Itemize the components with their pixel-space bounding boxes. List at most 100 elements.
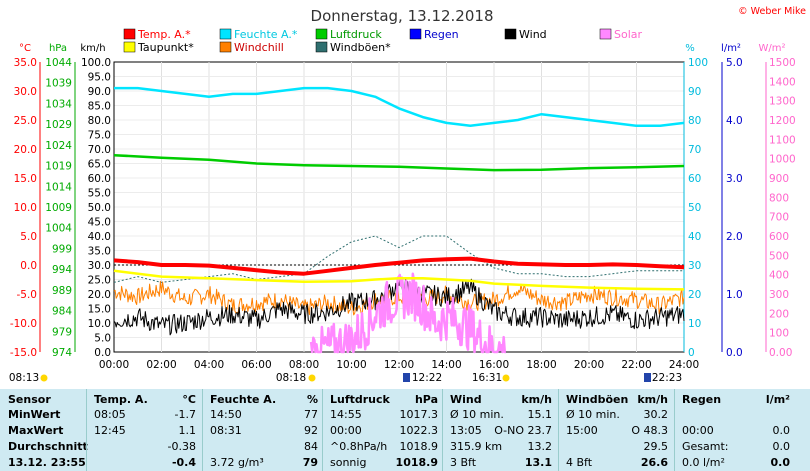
tick-solar-5: 1000 xyxy=(769,154,796,166)
stats-column-temp xyxy=(86,389,203,471)
marker-sunset: 16:31 xyxy=(472,372,502,384)
legend-swatch-1 xyxy=(219,28,232,40)
tick-wind-4: 80.0 xyxy=(88,115,111,127)
tick-pressure-3: 1029 xyxy=(45,119,72,131)
tick-temp-9: -10.0 xyxy=(10,318,37,330)
stats-press-value-2: 1018.9 xyxy=(399,440,439,453)
tick-wind-17: 15.0 xyxy=(88,304,111,316)
tick-humidity-4: 60 xyxy=(688,173,701,185)
tick-pressure-8: 1004 xyxy=(45,223,72,235)
axis-label-rain: l/m² xyxy=(721,43,741,54)
tick-temp-2: 25.0 xyxy=(14,115,37,127)
tick-x-8: 16:00 xyxy=(479,359,509,371)
moon-icon xyxy=(644,373,651,382)
tick-solar-13: 200 xyxy=(769,308,789,320)
marker-moon: 22:23 xyxy=(652,372,682,384)
stats-temp-value-3: -0.4 xyxy=(171,456,196,469)
tick-humidity-9: 10 xyxy=(688,318,701,330)
tick-wind-18: 10.0 xyxy=(88,318,111,330)
stats-press-label-3: sonnig xyxy=(330,456,367,469)
tick-x-12: 24:00 xyxy=(669,359,699,371)
tick-rain-3: 2.0 xyxy=(726,231,743,243)
tick-wind-6: 70.0 xyxy=(88,144,111,156)
stats-column-gust xyxy=(558,389,675,471)
stats-rain-value-3: 0.0 xyxy=(770,456,791,469)
legend-label-5: Solar xyxy=(614,28,643,41)
time-markers: 08:13 08:18 12:22 16:31 22:23 xyxy=(9,372,682,384)
stats-wind-label-0: Ø 10 min. xyxy=(450,408,504,421)
weather-chart: Donnerstag, 13.12.2018 © Weber Mike Temp… xyxy=(9,6,806,384)
tick-humidity-2: 80 xyxy=(688,115,701,127)
tick-temp-6: 5.0 xyxy=(20,231,37,243)
legend-swatch-5 xyxy=(599,28,612,40)
series-wind xyxy=(113,276,685,336)
legend-swatch-7 xyxy=(219,41,232,53)
tick-pressure-1: 1039 xyxy=(45,78,72,90)
legend-label-7: Windchill xyxy=(234,41,284,54)
tick-rain-5: 0.0 xyxy=(726,347,743,359)
tick-wind-9: 55.0 xyxy=(88,188,111,200)
tick-temp-5: 10.0 xyxy=(14,202,37,214)
tick-temp-7: 0.0 xyxy=(20,260,37,272)
sensor-header: Sensor xyxy=(8,393,51,406)
legend-label-0: Temp. A.* xyxy=(137,28,191,41)
tick-humidity-8: 20 xyxy=(688,289,701,301)
tick-solar-9: 600 xyxy=(769,231,789,243)
stats-wind-value-0: 15.1 xyxy=(527,408,553,421)
stats-press-label-2: ^0.8hPa/h xyxy=(330,440,388,453)
tick-temp-3: 20.0 xyxy=(14,144,37,156)
tick-pressure-11: 989 xyxy=(52,285,72,297)
tick-solar-12: 300 xyxy=(769,289,789,301)
legend-label-3: Regen xyxy=(424,28,459,41)
chart-title: Donnerstag, 13.12.2018 xyxy=(311,7,494,25)
stats-hum-value-2: 84 xyxy=(304,440,318,453)
tick-wind-5: 75.0 xyxy=(88,130,111,142)
tick-wind-7: 65.0 xyxy=(88,159,111,171)
tick-x-1: 02:00 xyxy=(146,359,176,371)
tick-pressure-5: 1019 xyxy=(45,161,72,173)
statistics-table: Sensor MinWert MaxWert Durchschnitt 13.12. 2… xyxy=(0,389,810,471)
tick-x-6: 12:00 xyxy=(384,359,414,371)
tick-wind-15: 25.0 xyxy=(88,275,111,287)
stats-header-hum: Feuchte A. xyxy=(210,393,277,406)
axis-labels: °C hPa km/h% l/m² W/m² xyxy=(19,43,786,54)
tick-humidity-5: 50 xyxy=(688,202,701,214)
tick-rain-2: 3.0 xyxy=(726,173,743,185)
stats-header-wind: Wind xyxy=(450,393,482,406)
stats-rain-value-1: 0.0 xyxy=(772,424,791,437)
tick-x-5: 10:00 xyxy=(336,359,366,371)
stats-press-value-0: 1017.3 xyxy=(399,408,439,421)
tick-solar-1: 1400 xyxy=(769,76,796,88)
tick-rain-0: 5.0 xyxy=(726,57,743,69)
tick-wind-14: 30.0 xyxy=(88,260,111,272)
tick-wind-19: 5.0 xyxy=(94,333,111,345)
series-windben xyxy=(113,235,684,283)
tick-solar-15: 0.00 xyxy=(769,347,792,359)
sensor-row-3: 13.12. 23:55 xyxy=(8,456,86,469)
tick-humidity-6: 40 xyxy=(688,231,701,243)
tick-solar-3: 1200 xyxy=(769,115,796,127)
stats-wind-value-2: 13.2 xyxy=(527,440,553,453)
tick-temp-1: 30.0 xyxy=(14,86,37,98)
series-windchill xyxy=(113,280,685,316)
tick-wind-2: 90.0 xyxy=(88,86,111,98)
legend-label-8: Windböen* xyxy=(330,41,391,54)
stats-header-gust: Windböen xyxy=(566,393,629,406)
stats-hum-label-3: 3.72 g/m³ xyxy=(210,456,264,469)
legend-swatch-3 xyxy=(409,28,422,40)
series-taupunkt xyxy=(113,269,685,291)
marker-noon: 12:22 xyxy=(412,372,442,384)
tick-humidity-0: 100 xyxy=(688,57,708,69)
stats-unit-wind: km/h xyxy=(521,393,552,406)
series-solar xyxy=(309,272,507,354)
stats-gust-value-0: 30.2 xyxy=(643,408,669,421)
stats-header-rain: Regen xyxy=(682,393,722,406)
sensor-row-2: Durchschnitt xyxy=(8,440,88,453)
tick-wind-0: 100.0 xyxy=(81,57,111,69)
tick-wind-8: 60.0 xyxy=(88,173,111,185)
legend-swatch-6 xyxy=(123,41,136,53)
sun-icon xyxy=(40,374,48,382)
tick-wind-12: 40.0 xyxy=(88,231,111,243)
tick-humidity-10: 0 xyxy=(688,347,695,359)
sun-icon xyxy=(308,374,316,382)
